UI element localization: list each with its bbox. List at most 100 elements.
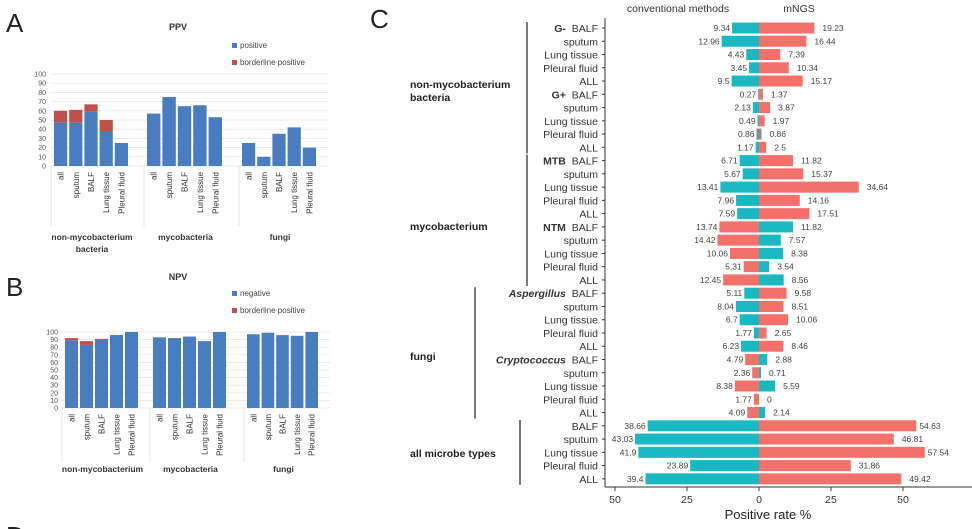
value-label-conventional: 8.38 — [716, 381, 733, 391]
row-label: sputum — [564, 235, 599, 247]
bar-mngs — [759, 367, 762, 379]
row-tissue-label: ALL — [579, 341, 598, 353]
value-label-mngs: 16.44 — [814, 36, 836, 46]
value-label-conventional: 0.86 — [738, 129, 755, 139]
y-tick-label: 80 — [38, 90, 46, 97]
value-label-mngs: 19.23 — [822, 23, 844, 33]
x-tick-label: all — [68, 414, 77, 422]
y-tick-label: 100 — [34, 72, 46, 79]
row-label: ALL — [579, 341, 598, 353]
row-tissue-label: ALL — [579, 76, 598, 88]
value-label-mngs: 2.88 — [775, 355, 792, 365]
bar-mngs — [759, 35, 807, 47]
row-label: sputum — [564, 169, 599, 181]
bar-mngs — [759, 407, 766, 419]
left-column-title: conventional methods — [627, 3, 729, 15]
group-label-line: non-mycobacterium — [51, 232, 133, 242]
value-label-mngs: 7.57 — [789, 235, 806, 245]
y-tick-label: 0 — [54, 406, 58, 413]
group-label: all microbe types — [410, 448, 496, 460]
bar-positive — [80, 344, 93, 408]
bar-mngs — [759, 168, 804, 180]
row-tissue-label: BALF — [572, 89, 598, 101]
bar-conventional — [757, 115, 759, 127]
bar-positive — [247, 334, 260, 408]
value-label-mngs: 10.06 — [796, 315, 818, 325]
value-label-mngs: 2.65 — [775, 328, 792, 338]
bar-positive — [162, 97, 176, 166]
bar-conventional — [723, 274, 759, 286]
bar-mngs — [759, 327, 767, 339]
bar-borderline — [84, 104, 98, 112]
y-tick-label: 0 — [42, 164, 46, 171]
bar-mngs — [759, 300, 784, 312]
x-tick-label: Lung tissue — [293, 413, 302, 454]
row-label: Lung tissue — [544, 248, 598, 260]
value-label-conventional: 39.4 — [627, 474, 644, 484]
value-label-conventional: 7.59 — [719, 209, 736, 219]
x-tick-label: all — [57, 172, 66, 180]
group-label: mycobacterium — [410, 221, 488, 233]
bar-conventional — [744, 287, 759, 299]
bar-mngs — [759, 49, 781, 61]
bar-conventional — [755, 141, 759, 153]
bar-positive — [125, 332, 138, 408]
bar-positive — [69, 122, 83, 166]
bar-conventional — [752, 367, 759, 379]
row-tissue-label: Pleural fluid — [543, 129, 598, 141]
bar-conventional — [737, 208, 759, 220]
y-tick-label: 90 — [38, 81, 46, 88]
value-label-conventional: 12.96 — [698, 36, 720, 46]
value-label-mngs: 1.37 — [771, 89, 788, 99]
y-tick-label: 10 — [38, 154, 46, 161]
row-label: sputum — [564, 368, 599, 380]
value-label-conventional: 43.03 — [612, 434, 634, 444]
row-subgroup-label: Cryptococcus — [496, 355, 566, 367]
x-tick-label: 0 — [756, 494, 762, 506]
bar-mngs — [759, 88, 763, 100]
bar-conventional — [690, 460, 759, 472]
value-label-mngs: 54.63 — [919, 421, 941, 431]
value-label-conventional: 13.74 — [696, 222, 718, 232]
y-tick-label: 100 — [46, 330, 58, 337]
x-tick-label: Pleural fluid — [211, 172, 220, 214]
bar-conventional — [720, 181, 759, 193]
x-tick-label: sputum — [72, 172, 81, 199]
row-tissue-label: ALL — [579, 142, 598, 154]
row-label: sputum — [564, 103, 599, 115]
bar-conventional — [638, 446, 759, 458]
value-label-conventional: 23.89 — [667, 461, 689, 471]
row-tissue-label: BALF — [572, 156, 598, 168]
value-label-conventional: 4.43 — [728, 50, 745, 60]
value-label-mngs: 17.51 — [817, 209, 839, 219]
value-label-mngs: 46.81 — [902, 434, 924, 444]
row-tissue-label: sputum — [564, 235, 599, 247]
bar-conventional — [734, 380, 759, 392]
bar-conventional — [749, 62, 759, 74]
value-label-mngs: 11.82 — [801, 222, 822, 232]
x-tick-label: BALF — [181, 172, 190, 192]
panel-label-c: C — [370, 4, 389, 34]
ppv-chart: PPV positive borderline positive 0 10 20 30 40 5… — [34, 22, 328, 254]
group-label: non-mycobacterium bacteria — [51, 232, 133, 254]
value-label-mngs: 15.17 — [811, 76, 833, 86]
bar-positive — [242, 143, 256, 166]
bar-conventional — [742, 168, 759, 180]
bar-conventional — [732, 22, 759, 34]
row-subgroup-label: G- — [554, 23, 566, 35]
bar-conventional — [635, 433, 759, 445]
value-label-conventional: 13.41 — [697, 182, 719, 192]
row-subgroup-label: NTM — [543, 222, 566, 234]
value-label-mngs: 49.42 — [909, 474, 931, 484]
x-tick-label: Pleural fluid — [308, 414, 317, 456]
row-tissue-label: sputum — [564, 169, 599, 181]
bar-positive — [305, 332, 318, 408]
row-label: ALL — [579, 76, 598, 88]
value-label-mngs: 0.86 — [769, 129, 786, 139]
row-tissue-label: sputum — [564, 368, 599, 380]
bar-borderline — [99, 120, 113, 132]
value-label-mngs: 8.56 — [792, 275, 809, 285]
value-label-conventional: 8.04 — [717, 301, 734, 311]
bar-conventional — [739, 155, 759, 167]
